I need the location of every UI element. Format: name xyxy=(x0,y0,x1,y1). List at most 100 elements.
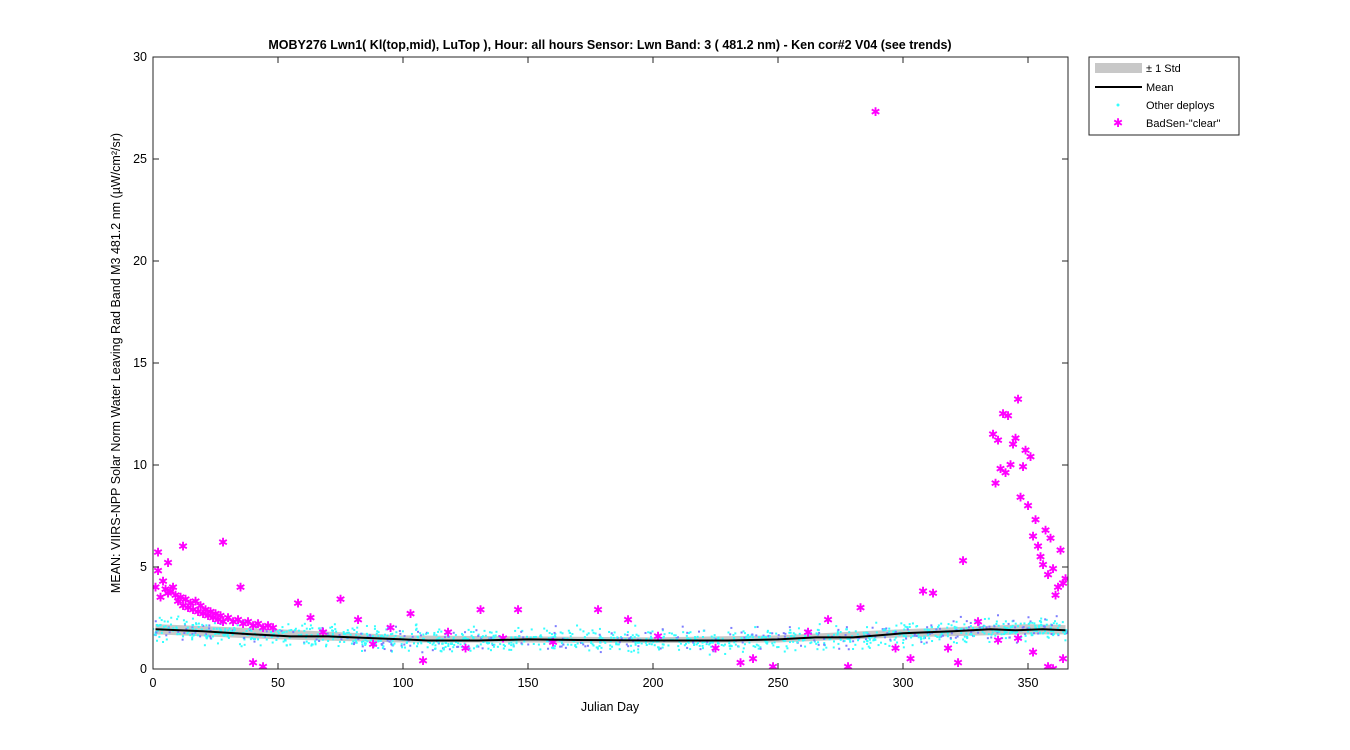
other-deploys-point xyxy=(300,633,303,636)
other-deploys-point xyxy=(520,642,523,645)
other-deploys-point xyxy=(272,628,275,631)
other-deploys-point xyxy=(191,638,194,641)
other-deploys-point xyxy=(534,635,537,638)
other-deploys-point xyxy=(888,630,891,633)
other-deploys-point xyxy=(995,620,998,623)
other-deploys-point xyxy=(1022,626,1025,629)
other-deploys-point xyxy=(871,626,874,629)
badsen-clear-point: ✱ xyxy=(243,615,253,629)
other-deploys-point xyxy=(417,630,420,633)
other-deploys-point xyxy=(829,637,832,640)
other-deploys-point xyxy=(276,630,279,633)
other-deploys-point xyxy=(755,643,758,646)
other-deploys-point xyxy=(429,641,432,644)
other-deploys-point xyxy=(394,625,397,628)
badsen-clear-point: ✱ xyxy=(460,642,470,656)
other-deploys-point xyxy=(867,645,870,648)
other-deploys-point xyxy=(673,634,676,637)
other-deploys-point xyxy=(442,647,445,650)
other-deploys-point xyxy=(579,628,582,631)
other-deploys-point xyxy=(640,642,643,645)
other-deploys-point xyxy=(965,620,968,623)
other-deploys-point xyxy=(966,637,969,640)
other-deploys-point xyxy=(670,632,673,635)
other-deploys-point xyxy=(714,638,717,641)
other-deploys-point xyxy=(405,641,408,644)
other-deploys-point xyxy=(865,639,868,642)
other-deploys-point xyxy=(459,643,462,646)
other-deploys-point xyxy=(472,636,475,639)
other-deploys-point xyxy=(315,638,318,641)
other-deploys-point xyxy=(1052,630,1055,633)
other-deploys-point xyxy=(907,630,910,633)
other-deploys-point xyxy=(234,628,237,631)
other-deploys-point xyxy=(228,627,231,630)
other-deploys-point xyxy=(724,643,727,646)
other-deploys-point xyxy=(648,642,651,645)
other-deploys-point xyxy=(1061,621,1064,624)
other-deploys-point xyxy=(566,643,569,646)
other-deploys-point xyxy=(630,644,633,647)
other-deploys-point xyxy=(231,633,234,636)
other-deploys-point xyxy=(817,629,820,632)
other-deploys-point xyxy=(996,614,999,617)
other-deploys-point xyxy=(740,636,743,639)
other-deploys-point xyxy=(363,649,366,652)
other-deploys-point xyxy=(697,641,700,644)
other-deploys-point xyxy=(158,616,161,619)
other-deploys-point xyxy=(920,641,923,644)
other-deploys-point xyxy=(483,629,486,632)
other-deploys-point xyxy=(426,646,429,649)
other-deploys-point xyxy=(885,627,888,630)
other-deploys-point xyxy=(637,648,640,651)
other-deploys-point xyxy=(443,636,446,639)
other-deploys-point xyxy=(539,648,542,651)
other-deploys-point xyxy=(844,634,847,637)
other-deploys-point xyxy=(559,631,562,634)
badsen-clear-point: ✱ xyxy=(1028,646,1038,660)
other-deploys-point xyxy=(960,627,963,630)
other-deploys-point xyxy=(745,637,748,640)
other-deploys-point xyxy=(569,635,572,638)
badsen-clear-point: ✱ xyxy=(258,621,268,635)
other-deploys-point xyxy=(898,634,901,637)
other-deploys-point xyxy=(586,644,589,647)
other-deploys-point xyxy=(917,633,920,636)
other-deploys-point xyxy=(928,637,931,640)
other-deploys-point xyxy=(936,635,939,638)
other-deploys-point xyxy=(884,642,887,645)
other-deploys-point xyxy=(1027,630,1030,633)
other-deploys-point xyxy=(732,633,735,636)
other-deploys-point xyxy=(843,639,846,642)
mean-line xyxy=(155,628,1066,642)
other-deploys-point xyxy=(986,637,989,640)
other-deploys-point xyxy=(285,630,288,633)
other-deploys-point xyxy=(460,646,463,649)
other-deploys-point xyxy=(884,636,887,639)
other-deploys-point xyxy=(1012,619,1015,622)
other-deploys-point xyxy=(421,651,424,654)
other-deploys-point xyxy=(910,636,913,639)
other-deploys-point xyxy=(761,635,764,638)
other-deploys-point xyxy=(925,641,928,644)
other-deploys-point xyxy=(598,645,601,648)
other-deploys-point xyxy=(777,634,780,637)
other-deploys-point xyxy=(581,642,584,645)
other-deploys-point xyxy=(857,639,860,642)
other-deploys-point xyxy=(732,636,735,639)
legend-badsen-swatch: ✱ xyxy=(1113,116,1123,130)
badsen-clear-point: ✱ xyxy=(870,105,880,119)
other-deploys-point xyxy=(380,643,383,646)
other-deploys-point xyxy=(456,645,459,648)
other-deploys-point xyxy=(837,628,840,631)
other-deploys-point xyxy=(792,640,795,643)
y-tick-label: 30 xyxy=(133,50,147,64)
other-deploys-point xyxy=(919,636,922,639)
badsen-clear-point: ✱ xyxy=(513,603,523,617)
badsen-clear-point: ✱ xyxy=(1028,529,1038,543)
badsen-clear-point: ✱ xyxy=(208,611,218,625)
badsen-clear-point: ✱ xyxy=(253,617,263,631)
other-deploys-point xyxy=(922,637,925,640)
other-deploys-point xyxy=(687,641,690,644)
other-deploys-point xyxy=(710,635,713,638)
